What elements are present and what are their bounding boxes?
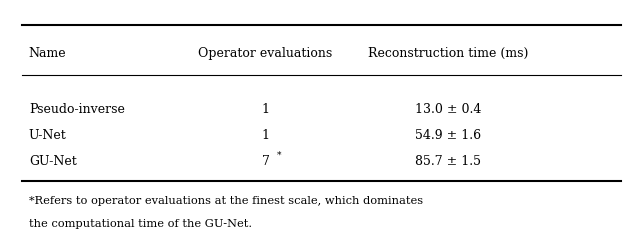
Text: Operator evaluations: Operator evaluations (198, 47, 333, 60)
Text: 85.7 ± 1.5: 85.7 ± 1.5 (415, 155, 481, 168)
Text: Name: Name (29, 47, 67, 60)
Text: U-Net: U-Net (29, 129, 67, 142)
Text: 1: 1 (262, 103, 269, 116)
Text: 54.9 ± 1.6: 54.9 ± 1.6 (415, 129, 481, 142)
Text: the computational time of the GU-Net.: the computational time of the GU-Net. (29, 219, 252, 229)
Text: 13.0 ± 0.4: 13.0 ± 0.4 (415, 103, 481, 116)
Text: *: * (277, 150, 282, 160)
Text: Pseudo-inverse: Pseudo-inverse (29, 103, 125, 116)
Text: GU-Net: GU-Net (29, 155, 77, 168)
Text: Reconstruction time (ms): Reconstruction time (ms) (368, 47, 528, 60)
Text: 1: 1 (262, 129, 269, 142)
Text: 7: 7 (262, 155, 269, 168)
Text: *Refers to operator evaluations at the finest scale, which dominates: *Refers to operator evaluations at the f… (29, 196, 423, 205)
